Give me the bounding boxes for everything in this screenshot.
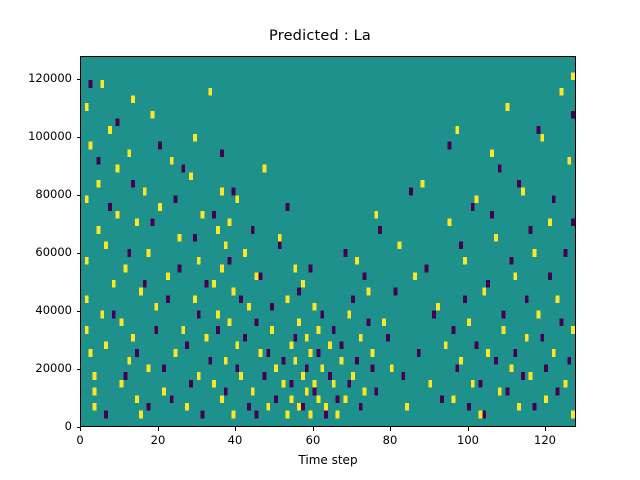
y-tick-label: 100000 — [28, 129, 72, 143]
x-axis-label: Time step — [298, 453, 358, 467]
chart-title: Predicted : La — [269, 28, 371, 44]
x-tick-mark — [80, 427, 81, 431]
x-tick-label: 100 — [457, 433, 479, 447]
y-tick-mark — [76, 195, 80, 196]
y-tick-label: 120000 — [28, 71, 72, 85]
heatmap-axes — [80, 56, 576, 427]
x-tick-mark — [313, 427, 314, 431]
y-tick-mark — [76, 311, 80, 312]
x-tick-label: 120 — [534, 433, 556, 447]
y-tick-mark — [76, 427, 80, 428]
x-tick-label: 20 — [150, 433, 166, 447]
y-tick-label: 60000 — [35, 245, 72, 259]
y-tick-label: 40000 — [35, 303, 72, 317]
x-tick-mark — [468, 427, 469, 431]
x-tick-label: 0 — [76, 433, 84, 447]
y-tick-label: 20000 — [35, 361, 72, 375]
y-tick-mark — [76, 137, 80, 138]
x-tick-label: 40 — [227, 433, 243, 447]
x-tick-mark — [235, 427, 236, 431]
y-tick-mark — [76, 369, 80, 370]
heatmap-canvas — [81, 57, 575, 426]
y-tick-label: 0 — [64, 419, 72, 433]
x-tick-label: 60 — [305, 433, 321, 447]
x-tick-label: 80 — [382, 433, 398, 447]
y-tick-mark — [76, 79, 80, 80]
x-tick-mark — [158, 427, 159, 431]
x-tick-mark — [545, 427, 546, 431]
y-tick-mark — [76, 253, 80, 254]
x-tick-mark — [390, 427, 391, 431]
y-tick-label: 80000 — [35, 187, 72, 201]
